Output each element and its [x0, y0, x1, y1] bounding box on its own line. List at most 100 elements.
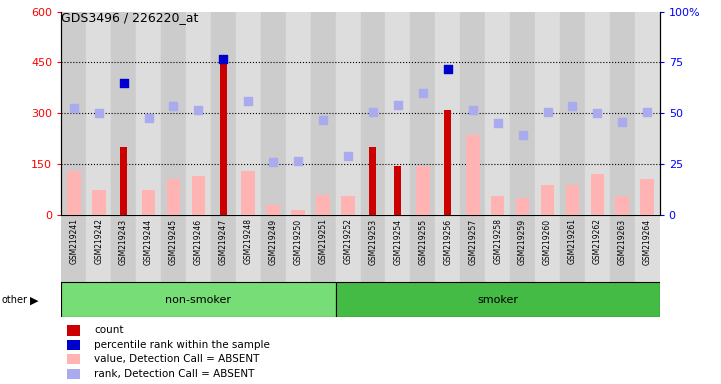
Bar	[435, 12, 460, 215]
Bar	[560, 12, 585, 215]
Point	[392, 102, 404, 108]
Text: GSM219250: GSM219250	[293, 218, 303, 265]
Bar	[510, 215, 535, 282]
Bar	[640, 179, 654, 215]
Point	[467, 107, 479, 113]
Bar	[369, 147, 376, 215]
Point	[293, 158, 304, 164]
Bar	[111, 12, 136, 215]
Bar	[460, 12, 485, 215]
Bar	[186, 215, 211, 282]
Text: count: count	[94, 326, 124, 336]
Text: GSM219251: GSM219251	[319, 218, 327, 265]
Bar	[585, 215, 610, 282]
Text: other: other	[1, 295, 27, 305]
Point	[642, 109, 653, 115]
Point	[168, 103, 180, 109]
Bar	[186, 12, 211, 215]
Bar	[585, 12, 610, 215]
Bar	[610, 215, 634, 282]
Point	[93, 110, 105, 116]
Bar	[61, 282, 335, 317]
Point	[492, 120, 503, 126]
Text: GSM219261: GSM219261	[568, 218, 577, 265]
Bar	[516, 198, 529, 215]
Bar	[616, 196, 629, 215]
Bar	[242, 171, 255, 215]
Text: GDS3496 / 226220_at: GDS3496 / 226220_at	[61, 12, 199, 25]
Text: GSM219264: GSM219264	[642, 218, 652, 265]
Bar	[220, 59, 227, 215]
Point	[118, 79, 129, 86]
Bar	[541, 185, 554, 215]
Text: GSM219241: GSM219241	[69, 218, 79, 265]
Text: GSM219258: GSM219258	[493, 218, 502, 265]
Bar	[341, 196, 355, 215]
Point	[616, 119, 628, 125]
Bar	[67, 354, 81, 364]
Bar	[491, 196, 505, 215]
Bar	[67, 171, 81, 215]
Bar	[286, 12, 311, 215]
Bar	[167, 179, 180, 215]
Bar	[236, 215, 261, 282]
Bar	[136, 215, 161, 282]
Text: GSM219255: GSM219255	[418, 218, 428, 265]
Bar	[61, 12, 87, 215]
Text: rank, Detection Call = ABSENT: rank, Detection Call = ABSENT	[94, 369, 255, 379]
Bar	[610, 12, 634, 215]
Text: GSM219256: GSM219256	[443, 218, 452, 265]
Text: GSM219243: GSM219243	[119, 218, 128, 265]
Bar	[161, 215, 186, 282]
Bar	[311, 12, 335, 215]
Bar	[466, 135, 479, 215]
Text: GSM219257: GSM219257	[468, 218, 477, 265]
Bar	[410, 215, 435, 282]
Bar	[560, 215, 585, 282]
Text: GSM219245: GSM219245	[169, 218, 178, 265]
Text: GSM219242: GSM219242	[94, 218, 103, 265]
Bar	[92, 190, 105, 215]
Bar	[460, 215, 485, 282]
Point	[317, 117, 329, 123]
Text: non-smoker: non-smoker	[165, 295, 231, 305]
Point	[442, 66, 454, 72]
Text: GSM219260: GSM219260	[543, 218, 552, 265]
Text: GSM219244: GSM219244	[144, 218, 153, 265]
Text: GSM219263: GSM219263	[618, 218, 627, 265]
Bar	[261, 215, 286, 282]
Bar	[61, 215, 87, 282]
Bar	[444, 110, 451, 215]
Bar	[236, 12, 261, 215]
Bar	[590, 174, 604, 215]
Bar	[416, 166, 430, 215]
Bar	[161, 12, 186, 215]
Text: GSM219248: GSM219248	[244, 218, 253, 265]
Point	[242, 98, 254, 104]
Bar	[535, 215, 560, 282]
Point	[417, 90, 428, 96]
Point	[68, 105, 79, 111]
Bar	[335, 215, 360, 282]
Text: GSM219246: GSM219246	[194, 218, 203, 265]
Bar	[136, 12, 161, 215]
Bar	[634, 12, 660, 215]
Point	[592, 110, 603, 116]
Point	[342, 152, 354, 159]
Bar	[87, 12, 111, 215]
Bar	[535, 12, 560, 215]
Bar	[67, 369, 81, 379]
Point	[267, 159, 279, 166]
Bar	[565, 185, 579, 215]
Text: percentile rank within the sample: percentile rank within the sample	[94, 340, 270, 350]
Point	[517, 132, 528, 138]
Bar	[286, 215, 311, 282]
Bar	[510, 12, 535, 215]
Bar	[311, 215, 335, 282]
Bar	[485, 215, 510, 282]
Bar	[386, 12, 410, 215]
Bar	[335, 282, 660, 317]
Bar	[111, 215, 136, 282]
Bar	[360, 215, 386, 282]
Text: GSM219259: GSM219259	[518, 218, 527, 265]
